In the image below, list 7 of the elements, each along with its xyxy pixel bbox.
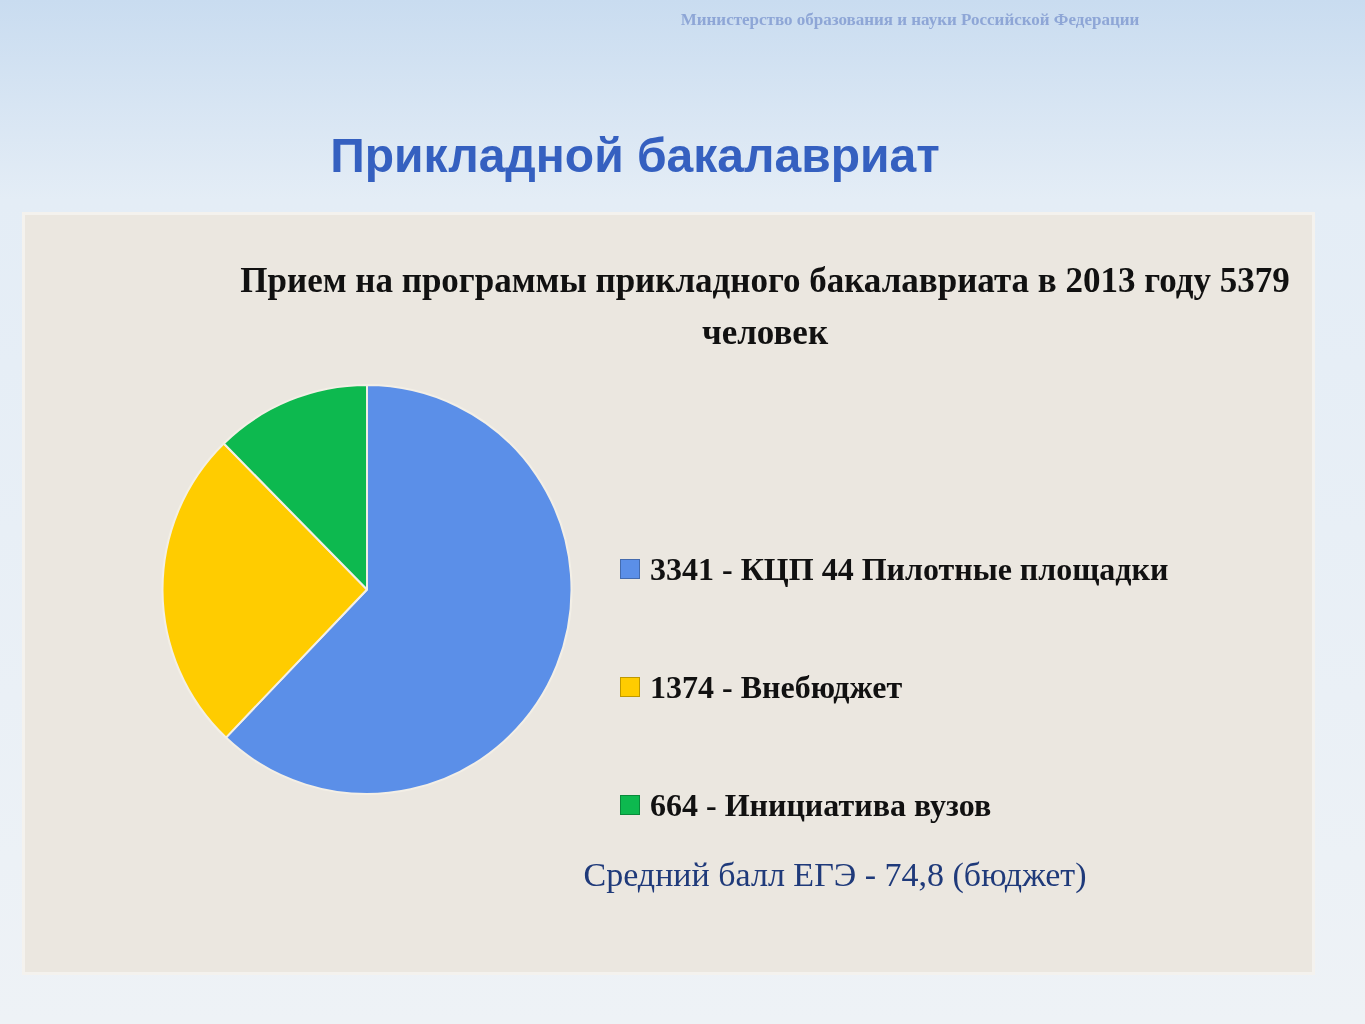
legend-label: 1374 - Внебюджет (650, 668, 903, 706)
chart-title: Прикладной бакалавриат (329, 128, 941, 183)
legend-label: 664 - Инициатива вузов (650, 786, 992, 824)
legend-label: 3341 - КЦП 44 Пилотные площадки (650, 550, 1169, 588)
text: Министерство образования и науки Российской Федерации (679, 10, 1141, 30)
text: Средний балл ЕГЭ - 74,8 (бюджет) (582, 856, 1088, 894)
chart-subtitle: Прием на программы прикладного бакалавриата в 2013 году 5379 человек (239, 260, 1291, 354)
